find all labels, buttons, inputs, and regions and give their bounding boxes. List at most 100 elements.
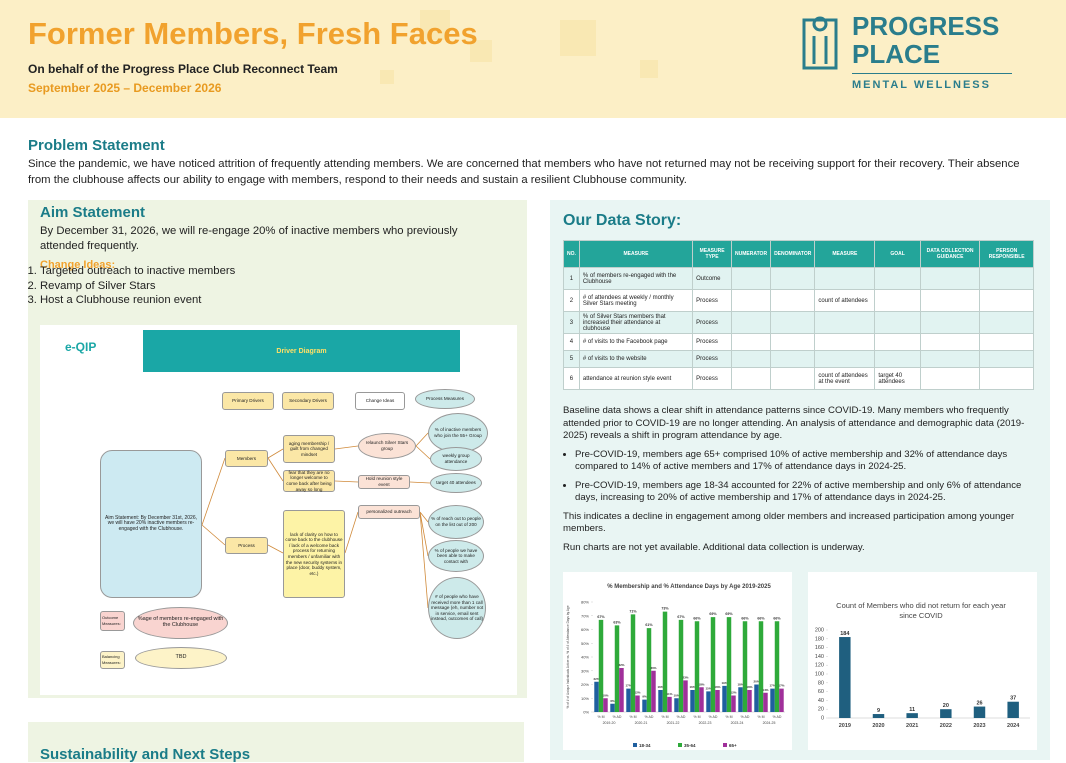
- bar: [594, 681, 599, 712]
- diagram-node: Change Ideas: [355, 392, 405, 410]
- table-cell: attendance at reunion style event: [578, 367, 694, 390]
- value-label: 61%: [645, 623, 653, 627]
- y-tick-label: 10%: [581, 696, 589, 701]
- table-cell: [874, 267, 921, 290]
- bar: [674, 698, 679, 712]
- table-cell: 1: [563, 267, 580, 290]
- connectors: [201, 432, 431, 609]
- table-cell: [770, 333, 816, 351]
- table-header: GOAL: [874, 240, 921, 268]
- y-tick-label: 0: [821, 716, 824, 722]
- bar: [940, 709, 952, 718]
- y-tick-label: 60%: [581, 627, 589, 632]
- x-tick-label: % M: [630, 715, 637, 719]
- bar: [763, 692, 768, 712]
- table-header: DENOMINATOR: [770, 240, 816, 268]
- note: Run charts are not yet available. Additi…: [563, 541, 865, 553]
- y-axis-label: % of # of Unique Individuals Active vs. …: [566, 605, 570, 708]
- table-cell: [874, 289, 921, 312]
- value-label: 66%: [773, 616, 781, 620]
- x-tick-label: % AD: [773, 715, 782, 719]
- change-idea: Revamp of Silver Stars: [40, 279, 235, 294]
- legend-label: 35-64: [684, 743, 696, 748]
- y-tick-label: 80%: [581, 600, 589, 605]
- y-tick-label: 160: [815, 645, 824, 651]
- problem-text: Since the pandemic, we have noticed attr…: [28, 158, 1020, 186]
- table-cell: % of Silver Stars members that increased…: [578, 311, 694, 334]
- value-label: 20: [943, 703, 949, 709]
- x-tick-label: % AD: [677, 715, 686, 719]
- table-cell: [919, 267, 981, 290]
- value-label: 6%: [610, 699, 615, 703]
- legend-swatch: [678, 743, 682, 747]
- diagram-node: Primary Drivers: [222, 392, 274, 410]
- aim-text: By December 31, 2026, we will re-engage …: [40, 225, 458, 252]
- diagram-lines: [143, 330, 460, 609]
- table-header: MEASURE: [814, 240, 876, 268]
- bar: [758, 621, 764, 712]
- diagram-node: TBD: [135, 647, 227, 669]
- legend-label: 18-34: [639, 743, 651, 748]
- bullet: Pre-COVID-19, members age 18-34 accounte…: [575, 480, 1038, 505]
- table-cell: [770, 350, 816, 368]
- table-cell: [979, 350, 1034, 368]
- value-label: 10%: [674, 693, 680, 697]
- change-idea: Host a Clubhouse reunion event: [40, 293, 235, 308]
- table-cell: [770, 367, 816, 390]
- value-label: 184: [840, 631, 850, 637]
- diagram-node: Balancing Measures:: [100, 651, 125, 669]
- y-tick-label: 40%: [581, 655, 589, 660]
- table-header: NO.: [563, 240, 580, 268]
- bullet: Pre-COVID-19, members age 65+ comprised …: [575, 449, 1038, 474]
- table-cell: [814, 350, 876, 368]
- legend-label: 65+: [729, 743, 737, 748]
- table-cell: 3: [563, 311, 580, 334]
- problem-heading: Problem Statement: [28, 137, 165, 154]
- value-label: 20%: [754, 680, 760, 684]
- eqip-logo: e-QIP: [65, 340, 97, 354]
- table-cell: [979, 311, 1034, 334]
- subtitle: On behalf of the Progress Place Club Rec…: [28, 62, 338, 76]
- driver-diagram: e-QIP Driver Diagram Primary Drivers Seco…: [40, 325, 517, 695]
- diagram-node: % of reach out to people on the list out…: [428, 505, 484, 539]
- table-cell: 6: [563, 367, 580, 390]
- table-cell: Process: [692, 350, 733, 368]
- table-row: 2 # of attendees at weekly / monthly Silv…: [563, 289, 1034, 312]
- value-label: 67%: [597, 615, 605, 619]
- table-cell: 2: [563, 289, 580, 312]
- x-tick-label: % M: [598, 715, 605, 719]
- value-label: 14%: [762, 688, 768, 692]
- bar: [731, 695, 736, 712]
- bar: [738, 687, 743, 712]
- aim-panel: Aim Statement By December 31, 2026, we w…: [28, 200, 527, 698]
- table-cell: [979, 289, 1034, 312]
- y-tick-label: 200: [815, 628, 824, 634]
- value-label: 17%: [626, 684, 632, 688]
- value-label: 16%: [746, 685, 752, 689]
- conclusion: This indicates a decline in engagement a…: [563, 510, 1015, 535]
- bar: [635, 695, 640, 712]
- bar: [610, 703, 615, 712]
- group-label: 2020-21: [635, 721, 648, 725]
- diagram-node: Outcome Measures:: [100, 611, 125, 631]
- group-label: 2023-24: [731, 721, 744, 725]
- x-tick-label: 2022: [940, 723, 952, 729]
- table-cell: Process: [692, 333, 733, 351]
- x-tick-label: % AD: [613, 715, 622, 719]
- x-tick-label: % M: [758, 715, 765, 719]
- value-label: 23%: [682, 675, 688, 679]
- value-label: 69%: [725, 612, 733, 616]
- value-label: 15%: [706, 686, 712, 690]
- x-tick-label: 2019: [839, 723, 851, 729]
- table-cell: target 40 attendees: [874, 367, 921, 390]
- diagram-node: # of people who have received more than …: [428, 577, 486, 639]
- value-label: 71%: [629, 609, 637, 613]
- y-tick-label: 140: [815, 654, 824, 660]
- table-row: 6 attendance at reunion style event Proces…: [563, 367, 1034, 390]
- table-cell: [731, 333, 772, 351]
- value-label: 30%: [650, 666, 656, 670]
- diagram-node: Members: [225, 450, 268, 467]
- intro: Baseline data shows a clear shift in att…: [563, 405, 1025, 441]
- value-label: 69%: [709, 612, 717, 616]
